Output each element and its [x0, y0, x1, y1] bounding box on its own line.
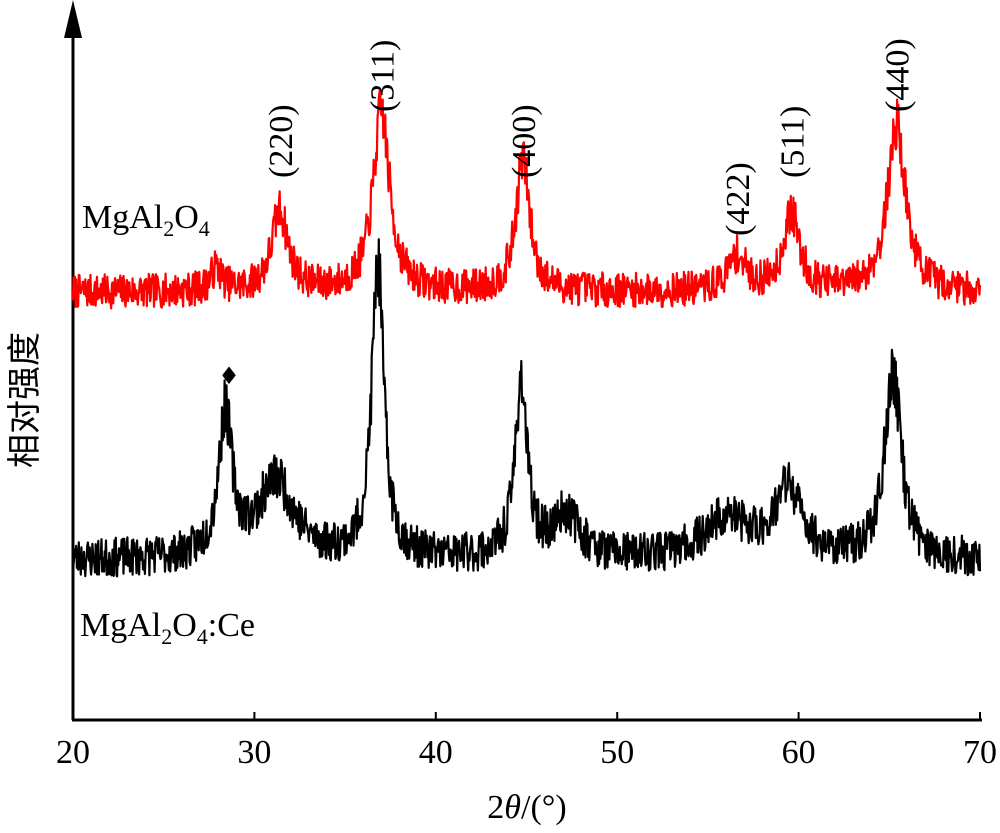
- series-line-mgal2o4: [71, 87, 982, 310]
- peak-label: (220): [263, 104, 300, 178]
- x-tick-label: 40: [419, 734, 453, 771]
- peak-label: (311): [364, 40, 401, 112]
- y-axis-arrow: [64, 0, 82, 38]
- x-ticks: 20 30 40 50 60 70: [56, 712, 997, 771]
- x-axis-label: 2θ/(°): [487, 789, 566, 826]
- peak-label: (511): [774, 106, 811, 178]
- x-tick-label: 50: [600, 734, 634, 771]
- peak-annotations: (220) (311) (400) (422) (511) (440): [263, 38, 917, 236]
- series-label-mgal2o4: MgAl2O4: [82, 199, 210, 241]
- x-tick-label: 70: [963, 734, 997, 771]
- diamond-marker-icon: ♦: [218, 362, 240, 390]
- series-label-mgal2o4-ce: MgAl2O4:Ce: [80, 607, 255, 649]
- x-tick-label: 60: [782, 734, 816, 771]
- phase-markers: ♦: [218, 362, 240, 390]
- peak-label: (400): [506, 104, 543, 178]
- peak-label: (440): [880, 38, 917, 112]
- x-tick-label: 20: [56, 734, 90, 771]
- series-line-mgal2o4-ce: [71, 238, 982, 578]
- x-tick-label: 30: [237, 734, 271, 771]
- y-axis-label: 相对强度: [5, 332, 45, 468]
- peak-label: (422): [720, 162, 757, 236]
